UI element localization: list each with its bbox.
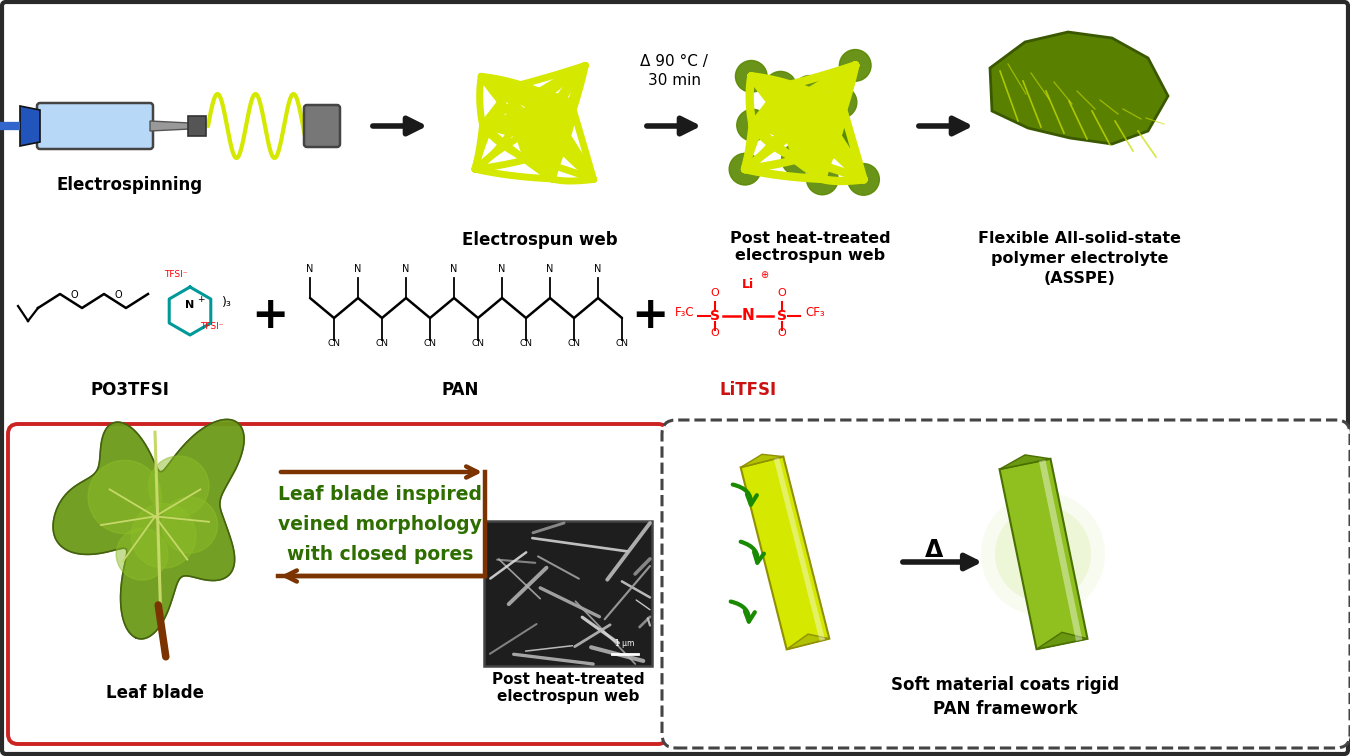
Polygon shape (999, 455, 1050, 469)
Circle shape (995, 506, 1091, 602)
Text: veined morphology: veined morphology (278, 515, 482, 534)
Text: O: O (70, 290, 78, 300)
Circle shape (794, 110, 826, 142)
Polygon shape (88, 460, 162, 534)
Text: O: O (115, 290, 122, 300)
Text: CN: CN (424, 339, 436, 348)
Text: CF₃: CF₃ (805, 306, 825, 319)
Circle shape (771, 104, 803, 136)
Text: Flexible All-solid-state
polymer electrolyte
(ASSPE): Flexible All-solid-state polymer electro… (979, 231, 1181, 286)
Polygon shape (20, 106, 40, 146)
Circle shape (848, 163, 879, 195)
Polygon shape (741, 454, 783, 467)
Polygon shape (148, 456, 209, 516)
Text: O: O (710, 288, 720, 298)
FancyBboxPatch shape (485, 521, 652, 666)
Polygon shape (131, 503, 196, 569)
Polygon shape (162, 497, 217, 553)
Text: ⊕: ⊕ (760, 270, 768, 280)
Text: N: N (354, 264, 362, 274)
Circle shape (729, 153, 761, 185)
Text: with closed pores: with closed pores (286, 544, 474, 563)
Text: Post heat-treated
electrospun web: Post heat-treated electrospun web (491, 672, 644, 705)
Text: CN: CN (616, 339, 629, 348)
Text: Δ 90 °C /
30 min: Δ 90 °C / 30 min (640, 54, 707, 88)
Text: )₃: )₃ (221, 296, 232, 309)
Text: S: S (710, 309, 720, 323)
Text: 1 μm: 1 μm (616, 639, 634, 648)
Text: Li: Li (743, 278, 755, 291)
Text: O: O (778, 328, 786, 338)
Circle shape (794, 76, 825, 107)
Text: Electrospinning: Electrospinning (57, 176, 202, 194)
Text: Leaf blade: Leaf blade (107, 684, 204, 702)
Circle shape (806, 163, 838, 195)
Text: CN: CN (471, 339, 485, 348)
Text: +: + (632, 295, 668, 337)
Text: PO3TFSI: PO3TFSI (90, 381, 170, 399)
Circle shape (819, 116, 850, 148)
Text: Post heat-treated
electrospun web: Post heat-treated electrospun web (730, 231, 890, 263)
Circle shape (737, 110, 768, 141)
Text: Leaf blade inspired: Leaf blade inspired (278, 485, 482, 503)
Text: N: N (306, 264, 313, 274)
Polygon shape (787, 634, 829, 649)
Text: TFSI⁻: TFSI⁻ (200, 322, 224, 331)
Text: F₃C: F₃C (675, 306, 695, 319)
Polygon shape (774, 457, 825, 641)
Text: CN: CN (520, 339, 532, 348)
FancyBboxPatch shape (662, 420, 1350, 748)
Text: N: N (451, 264, 458, 274)
Polygon shape (188, 116, 207, 136)
Polygon shape (741, 457, 829, 649)
Text: N: N (498, 264, 506, 274)
Polygon shape (1040, 460, 1083, 641)
Circle shape (981, 492, 1106, 616)
Polygon shape (53, 420, 244, 639)
Circle shape (764, 71, 796, 103)
Polygon shape (990, 32, 1168, 144)
Text: N: N (547, 264, 553, 274)
FancyBboxPatch shape (36, 103, 153, 149)
Circle shape (736, 60, 767, 92)
Text: CN: CN (375, 339, 389, 348)
Polygon shape (999, 459, 1088, 649)
Text: PAN: PAN (441, 381, 479, 399)
Text: +: + (251, 295, 289, 337)
Circle shape (807, 101, 840, 133)
Text: N: N (185, 300, 194, 310)
Text: N: N (741, 308, 755, 324)
Polygon shape (1037, 632, 1088, 649)
Text: Δ: Δ (925, 538, 944, 562)
Text: Electrospun web: Electrospun web (462, 231, 618, 249)
Circle shape (825, 86, 857, 118)
Circle shape (840, 50, 871, 81)
Text: +: + (197, 295, 204, 304)
Text: N: N (594, 264, 602, 274)
Polygon shape (150, 121, 190, 131)
Text: TFSI⁻: TFSI⁻ (165, 270, 188, 279)
FancyBboxPatch shape (304, 105, 340, 147)
Text: CN: CN (328, 339, 340, 348)
Text: O: O (710, 328, 720, 338)
FancyBboxPatch shape (8, 424, 668, 744)
Circle shape (782, 144, 813, 175)
Polygon shape (116, 528, 167, 580)
Text: S: S (778, 309, 787, 323)
Text: LiTFSI: LiTFSI (720, 381, 776, 399)
Circle shape (819, 126, 852, 157)
Text: N: N (402, 264, 409, 274)
Text: CN: CN (567, 339, 580, 348)
Text: Soft material coats rigid
PAN framework: Soft material coats rigid PAN framework (891, 676, 1119, 717)
Text: O: O (778, 288, 786, 298)
